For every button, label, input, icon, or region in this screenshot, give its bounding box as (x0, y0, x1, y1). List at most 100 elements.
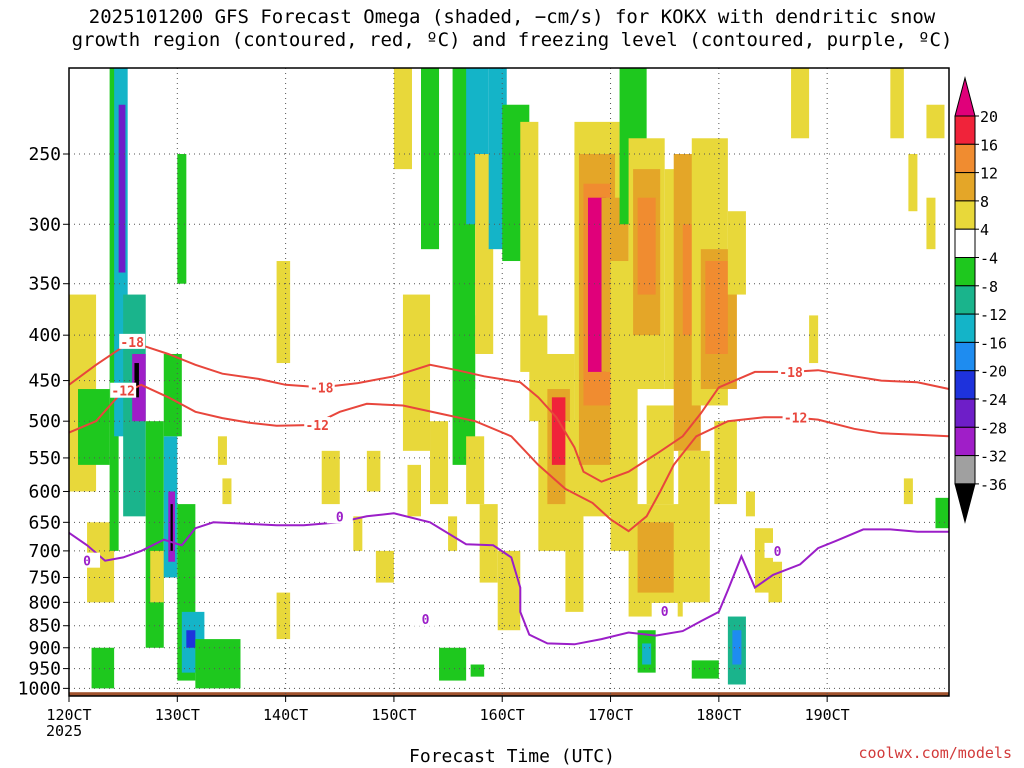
omega-cell (470, 664, 485, 677)
colorbar-swatch (954, 257, 976, 287)
contour-label-bg (119, 333, 146, 349)
colorbar-label: -16 (980, 334, 1007, 352)
chart-title: 2025101200 GFS Forecast Omega (shaded, −… (71, 6, 953, 51)
omega-cell (177, 154, 187, 284)
omega-cell (321, 450, 340, 505)
colorbar-label: 20 (980, 108, 998, 126)
x-axis-title: Forecast Time (UTC) (409, 746, 615, 767)
omega-cell (551, 397, 566, 465)
omega-cell (926, 104, 945, 139)
omega-cell (475, 154, 494, 354)
omega-cell (430, 421, 449, 505)
omega-cell (678, 450, 710, 603)
omega-cell (448, 516, 458, 551)
contour-label-bg (304, 417, 331, 433)
contour-label: 0 (422, 613, 430, 628)
contour-label-bg (308, 379, 335, 395)
colorbar-label: 12 (980, 165, 998, 183)
contour-label-bg (326, 508, 353, 524)
colorbar-bottom-arrow (954, 483, 976, 524)
colorbar-label: 4 (980, 221, 989, 239)
contour-label: -12 (305, 419, 328, 434)
y-tick-label: 600 (28, 481, 61, 502)
colorbar-swatch (954, 341, 976, 372)
colorbar-swatch (954, 228, 976, 258)
omega-cell (768, 561, 783, 603)
colorbar-swatch (954, 398, 976, 428)
x-axis-year: 2025 (46, 722, 83, 740)
omega-cell (163, 353, 182, 437)
omega-cell (714, 421, 737, 505)
omega-cell (150, 550, 164, 603)
omega-cell (186, 630, 196, 648)
contour-label-bg (651, 602, 678, 618)
omega-cell (908, 154, 918, 212)
y-tick-label: 350 (28, 274, 61, 295)
colorbar-swatch (954, 200, 976, 230)
contour-label-bg (782, 409, 809, 425)
colorbar-label: -20 (980, 363, 1007, 381)
omega-cell (375, 550, 394, 583)
ground-strip (69, 692, 949, 696)
omega-cell (393, 68, 412, 170)
contour-label: 0 (83, 555, 91, 570)
y-tick-label: 750 (28, 567, 61, 588)
omega-cell (809, 315, 819, 364)
omega-cell (497, 550, 521, 631)
contour-0 (68, 512, 949, 646)
contour-label: -18 (779, 366, 803, 381)
omega-cell (407, 464, 421, 517)
colorbar-swatch (954, 370, 976, 400)
colorbar-label: -28 (980, 419, 1007, 437)
contour-label: 0 (661, 605, 669, 620)
omega-cell (926, 197, 936, 250)
contour-label-bg (110, 382, 137, 398)
colorbar-swatch (954, 285, 976, 315)
omega-cell (691, 660, 719, 679)
omega-cell (637, 197, 656, 295)
contour-label-bg (778, 363, 805, 379)
contour-lines: -18 -18 -18 -12 -12 -12 0 0 0 0 0 (68, 333, 950, 646)
omega-cell (745, 491, 755, 517)
omega-shading (69, 68, 949, 689)
colorbar-label: 8 (980, 193, 989, 211)
colorbar-label: -24 (980, 391, 1007, 409)
omega-cell (134, 363, 139, 398)
y-tick-label: 550 (28, 448, 61, 469)
colorbar-swatch (954, 426, 976, 457)
omega-cell (466, 436, 485, 505)
omega-cell (727, 211, 746, 295)
x-tick-label: 120CT (46, 706, 91, 724)
y-tick-label: 400 (28, 325, 61, 346)
omega-cell (705, 261, 728, 354)
contour--12 (68, 383, 950, 533)
plot-frame (68, 67, 950, 697)
y-tick-label: 300 (28, 214, 61, 235)
contour-label: -18 (310, 381, 334, 396)
y-tick-label: 950 (28, 659, 61, 680)
colorbar: 20 16 12 8 4 -4 -8 -12 -16 -20 -24 -28 -32 -36 (954, 76, 1007, 524)
omega-cell (637, 522, 674, 593)
omega-cell (520, 121, 539, 372)
omega-cell (421, 68, 440, 250)
omega-cell (457, 315, 476, 390)
colorbar-label: -32 (980, 448, 1007, 466)
contour-label: -18 (120, 336, 144, 351)
colorbar-swatch (954, 115, 976, 145)
x-tick-label: 160CT (480, 706, 525, 724)
omega-cell (642, 643, 652, 665)
omega-cell (903, 478, 913, 505)
omega-cell (195, 639, 241, 689)
colorbar-top-arrow (954, 76, 976, 117)
y-tick-label: 850 (28, 616, 61, 637)
contour-label: -12 (111, 385, 134, 400)
omega-cell (276, 261, 291, 364)
colorbar-label: -36 (980, 476, 1007, 494)
omega-cell (890, 68, 904, 139)
omega-cell (353, 516, 363, 551)
credit-link[interactable]: coolwx.com/models (858, 744, 1012, 762)
colorbar-swatch (954, 143, 976, 174)
omega-cell (366, 450, 381, 492)
contour-label-bg (412, 610, 439, 626)
